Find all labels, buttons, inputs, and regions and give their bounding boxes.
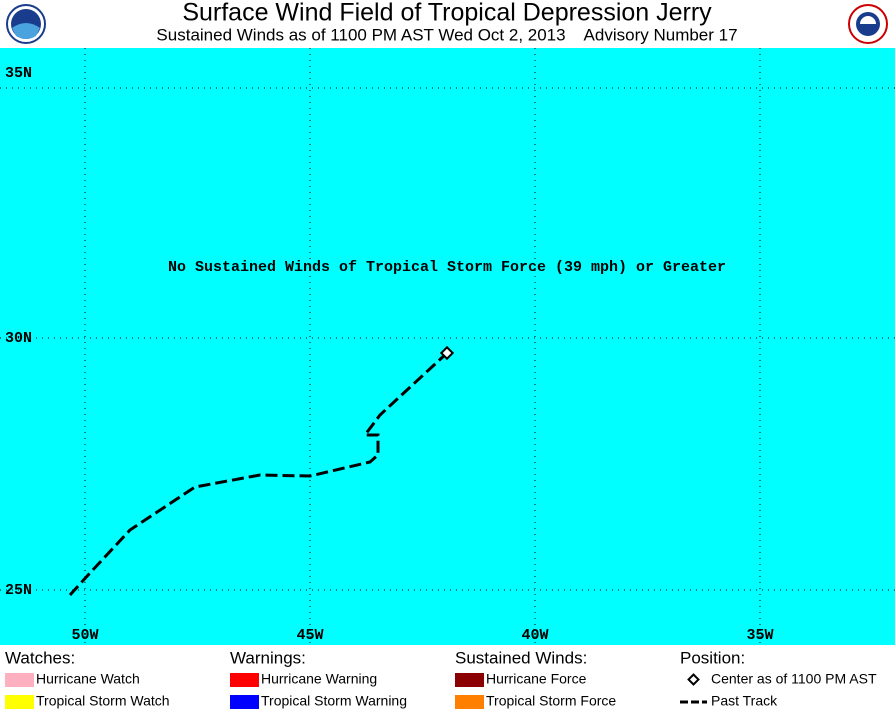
lat-label: 35N — [5, 65, 32, 82]
legend-label: Hurricane Warning — [261, 671, 377, 687]
legend-swatch — [455, 673, 484, 687]
legend-label: Hurricane Watch — [36, 671, 140, 687]
lon-label: 50W — [71, 627, 98, 644]
lon-label: 45W — [296, 627, 323, 644]
legend-label: Tropical Storm Watch — [36, 693, 170, 709]
past-track — [68, 351, 449, 597]
lat-label: 25N — [5, 582, 32, 599]
lon-label: 35W — [746, 627, 773, 644]
legend-label: Past Track — [711, 693, 778, 709]
nws-logo — [848, 4, 888, 44]
message: No Sustained Winds of Tropical Storm For… — [168, 259, 726, 276]
subtitle: Sustained Winds as of 1100 PM AST Wed Oc… — [156, 25, 737, 44]
legend-swatch — [5, 695, 34, 709]
legend-heading: Watches: — [5, 648, 75, 667]
lon-label: 40W — [521, 627, 548, 644]
legend-label: Tropical Storm Force — [486, 693, 616, 709]
legend-swatch — [230, 695, 259, 709]
legend-swatch — [5, 673, 34, 687]
noaa-logo — [6, 4, 46, 44]
storm-center — [439, 345, 455, 361]
legend-label: Hurricane Force — [486, 671, 587, 687]
legend-label: Tropical Storm Warning — [261, 693, 407, 709]
legend-heading: Position: — [680, 648, 745, 667]
legend-label: Center as of 1100 PM AST — [711, 671, 877, 687]
legend-swatch — [230, 673, 259, 687]
legend: Watches: Hurricane Watch Tropical Storm Wa… — [5, 648, 877, 709]
legend-diamond — [687, 673, 700, 686]
legend-heading: Sustained Winds: — [455, 648, 587, 667]
lat-label: 30N — [5, 330, 32, 347]
title: Surface Wind Field of Tropical Depressio… — [182, 0, 712, 27]
legend-heading: Warnings: — [230, 648, 306, 667]
legend-swatch — [455, 695, 484, 709]
